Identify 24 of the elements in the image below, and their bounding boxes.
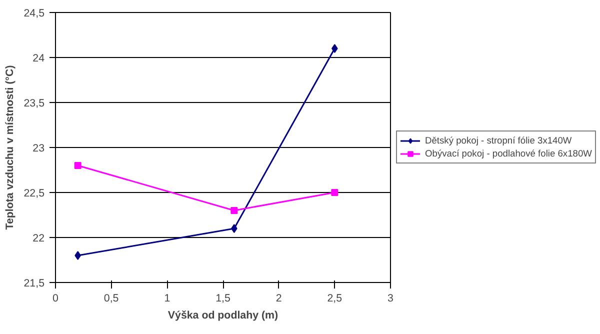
point xyxy=(331,189,338,196)
point xyxy=(332,44,338,53)
x-tick-label: 1,5 xyxy=(216,292,230,304)
y-tick-label: 22,5 xyxy=(24,188,45,200)
point xyxy=(74,162,82,169)
y-tick-label: 24,5 xyxy=(24,8,45,20)
y-tick-label: 22 xyxy=(32,232,45,244)
legend-label: Obývací pokoj - podlahové folie 6x180W xyxy=(425,148,592,160)
y-axis-title: Teplota vzduchu v místnosti (°C) xyxy=(4,64,16,230)
legend-label: Dětský pokoj - stropní fólie 3x140W xyxy=(425,134,572,146)
x-tick-label: 2,5 xyxy=(327,292,342,304)
x-tick-label: 1 xyxy=(164,292,170,304)
y-tick-label: 23,5 xyxy=(24,98,45,110)
point xyxy=(74,251,81,260)
y-tick-label: 23 xyxy=(32,142,45,154)
x-tick-label: 0,5 xyxy=(104,292,119,304)
y-tick-label: 21,5 xyxy=(24,278,45,290)
x-axis-title: Výška od podlahy (m) xyxy=(168,310,279,322)
point xyxy=(230,207,238,214)
x-tick-label: 3 xyxy=(388,292,394,304)
point xyxy=(231,224,238,233)
x-tick-label: 2 xyxy=(276,292,282,304)
x-tick-label: 0 xyxy=(52,292,59,304)
y-tick-label: 24 xyxy=(32,52,45,64)
